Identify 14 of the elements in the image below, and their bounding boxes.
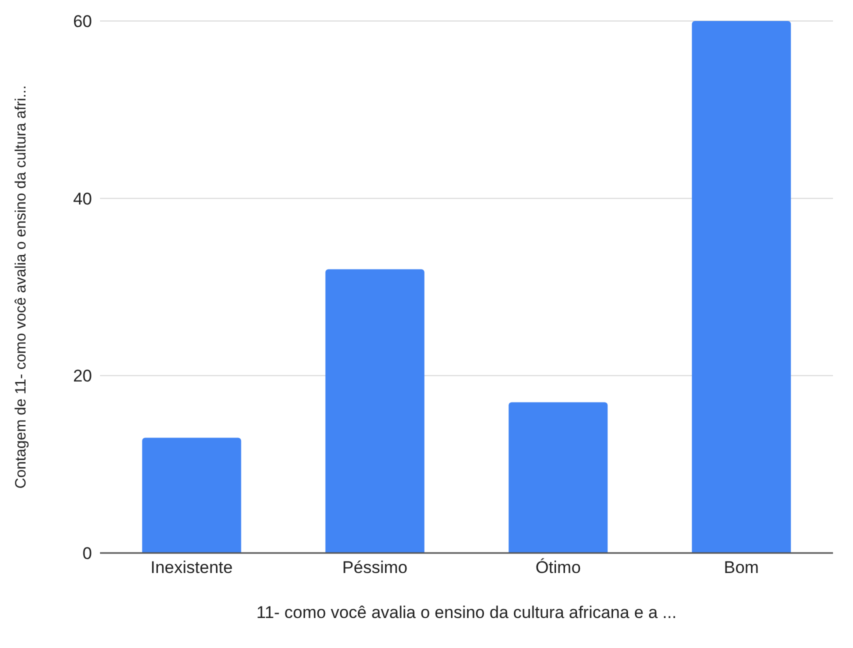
- x-tick-label: Péssimo: [342, 558, 408, 578]
- bar: [325, 269, 424, 553]
- x-axis-title: 11- como você avalia o ensino da cultura africana e a ...: [256, 603, 677, 622]
- bar: [142, 438, 242, 553]
- y-tick-label: 20: [73, 366, 92, 386]
- y-tick-label: 0: [82, 544, 92, 564]
- x-tick-label: Inexistente: [150, 558, 233, 578]
- y-axis-title: Contagem de 11- como você avalia o ensino da cultura afri...: [12, 85, 30, 489]
- bar: [692, 21, 791, 553]
- y-tick-label: 60: [73, 12, 92, 32]
- x-tick-label: Ótimo: [535, 558, 581, 578]
- x-tick-label: Bom: [724, 558, 759, 578]
- bar: [508, 402, 608, 553]
- y-tick-label: 40: [73, 189, 92, 208]
